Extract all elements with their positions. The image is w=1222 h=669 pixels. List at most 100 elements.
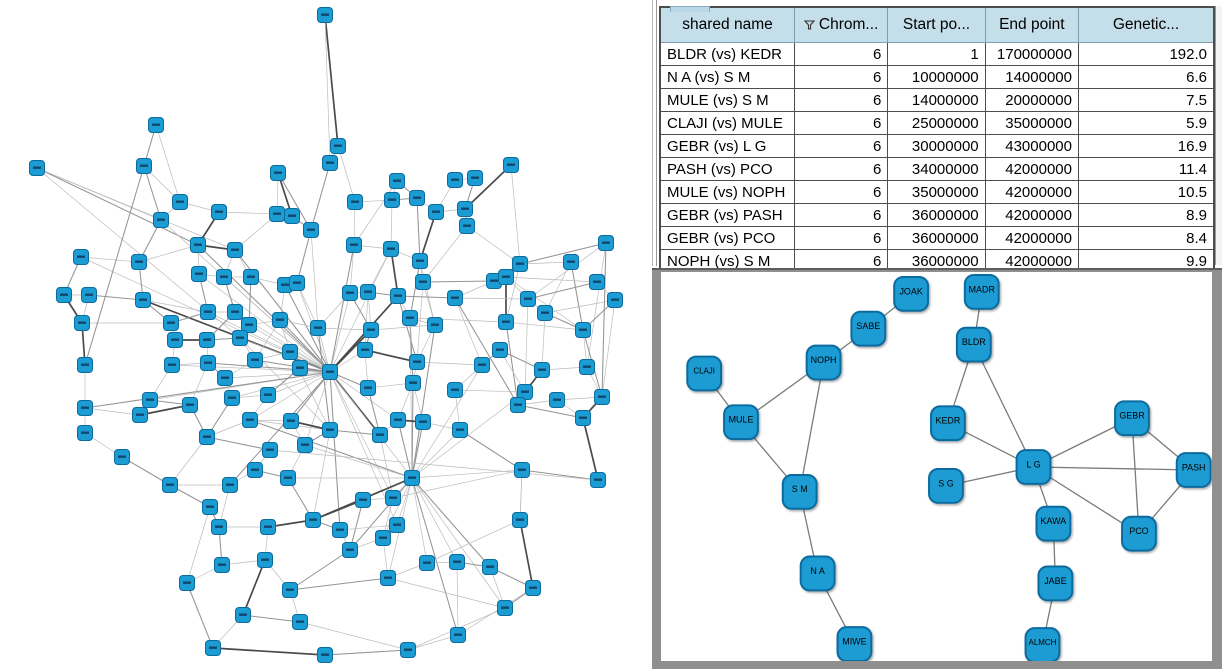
network-node[interactable] — [575, 322, 591, 338]
network-node[interactable] — [305, 512, 321, 528]
network-node[interactable] — [402, 310, 418, 326]
table-cell[interactable]: MULE (vs) S M — [659, 88, 795, 112]
network-node[interactable] — [136, 158, 152, 174]
network-node[interactable] — [497, 600, 513, 616]
network-node[interactable] — [342, 285, 358, 301]
table-cell[interactable]: 36000000 — [887, 203, 986, 227]
network-node[interactable] — [360, 380, 376, 396]
network-node[interactable] — [310, 320, 326, 336]
network-node-claji[interactable]: CLAJI — [686, 355, 723, 392]
table-cell[interactable]: 170000000 — [984, 42, 1079, 66]
network-node[interactable] — [520, 291, 536, 307]
network-node[interactable] — [216, 269, 232, 285]
table-cell[interactable]: PASH (vs) PCO — [659, 157, 795, 181]
network-node[interactable] — [283, 413, 299, 429]
network-node[interactable] — [390, 288, 406, 304]
table-cell[interactable]: MULE (vs) NOPH — [659, 180, 795, 204]
panel-splitter[interactable] — [656, 0, 657, 266]
network-node[interactable] — [162, 477, 178, 493]
network-node[interactable] — [172, 194, 188, 210]
table-cell[interactable]: 42000000 — [984, 226, 1079, 250]
table-cell[interactable]: 6 — [793, 134, 889, 158]
network-node-almch[interactable]: ALMCH — [1024, 627, 1061, 661]
network-node[interactable] — [200, 304, 216, 320]
network-node[interactable] — [322, 422, 338, 438]
network-node[interactable] — [375, 530, 391, 546]
network-node[interactable] — [549, 392, 565, 408]
network-node-sabe[interactable]: SABE — [850, 310, 887, 347]
network-node[interactable] — [77, 425, 93, 441]
table-cell[interactable]: 6.6 — [1077, 65, 1215, 89]
table-cell[interactable]: 5.9 — [1077, 111, 1215, 135]
column-header-3[interactable]: End point — [984, 7, 1079, 43]
network-node[interactable] — [363, 322, 379, 338]
table-cell[interactable]: 6 — [793, 42, 889, 66]
network-node[interactable] — [247, 462, 263, 478]
network-node[interactable] — [503, 157, 519, 173]
network-node[interactable] — [179, 575, 195, 591]
network-node[interactable] — [419, 555, 435, 571]
network-node[interactable] — [474, 357, 490, 373]
network-node-kedr[interactable]: KEDR — [930, 405, 966, 442]
network-node[interactable] — [409, 190, 425, 206]
network-node[interactable] — [182, 397, 198, 413]
network-node-pash[interactable]: PASH — [1175, 452, 1212, 488]
network-node[interactable] — [415, 274, 431, 290]
table-cell[interactable]: 192.0 — [1077, 42, 1215, 66]
table-cell[interactable]: GEBR (vs) PCO — [659, 226, 795, 250]
table-cell[interactable]: 7.5 — [1077, 88, 1215, 112]
table-cell[interactable]: 35000000 — [984, 111, 1079, 135]
table-cell[interactable]: 6 — [793, 157, 889, 181]
network-node[interactable] — [332, 522, 348, 538]
network-node[interactable] — [257, 552, 273, 568]
network-node-miwe[interactable]: MIWE — [836, 626, 873, 661]
network-node[interactable] — [303, 222, 319, 238]
network-node-l-g[interactable]: L G — [1015, 449, 1052, 485]
network-node[interactable] — [247, 352, 263, 368]
network-node-gebr[interactable]: GEBR — [1114, 400, 1150, 437]
network-node[interactable] — [214, 557, 230, 573]
table-cell[interactable]: 36000000 — [887, 226, 986, 250]
network-node[interactable] — [498, 269, 514, 285]
network-node-noph[interactable]: NOPH — [805, 344, 842, 381]
network-node[interactable] — [205, 640, 221, 656]
table-row[interactable]: GEBR (vs) PCO 6 36000000 42000000 8.4 — [659, 226, 1215, 250]
network-node[interactable] — [260, 387, 276, 403]
column-header-4[interactable]: Genetic... — [1077, 7, 1215, 43]
network-node[interactable] — [280, 470, 296, 486]
network-node[interactable] — [346, 237, 362, 253]
network-node[interactable] — [114, 449, 130, 465]
table-cell[interactable]: 6 — [793, 203, 889, 227]
network-node[interactable] — [428, 204, 444, 220]
network-node[interactable] — [29, 160, 45, 176]
network-edge[interactable] — [799, 362, 825, 492]
network-node[interactable] — [482, 559, 498, 575]
network-node[interactable] — [514, 462, 530, 478]
overview-network-canvas[interactable] — [0, 0, 652, 669]
network-node[interactable] — [132, 407, 148, 423]
network-node[interactable] — [200, 355, 216, 371]
network-node[interactable] — [131, 254, 147, 270]
network-node[interactable] — [217, 370, 233, 386]
table-cell[interactable]: 35000000 — [887, 180, 986, 204]
network-node-madr[interactable]: MADR — [963, 273, 1000, 310]
network-node[interactable] — [590, 472, 606, 488]
table-cell[interactable]: GEBR (vs) L G — [659, 134, 795, 158]
network-node[interactable] — [224, 390, 240, 406]
network-node[interactable] — [579, 359, 595, 375]
table-cell[interactable]: 14000000 — [984, 65, 1079, 89]
network-node[interactable] — [297, 437, 313, 453]
network-node[interactable] — [81, 287, 97, 303]
network-node[interactable] — [427, 317, 443, 333]
network-node[interactable] — [317, 7, 333, 23]
table-cell[interactable]: N A (vs) S M — [659, 65, 795, 89]
table-cell[interactable]: 14000000 — [887, 88, 986, 112]
network-node[interactable] — [260, 519, 276, 535]
network-node[interactable] — [459, 218, 475, 234]
network-node[interactable] — [534, 362, 550, 378]
network-node[interactable] — [512, 512, 528, 528]
network-node[interactable] — [383, 241, 399, 257]
table-cell[interactable]: 6 — [793, 88, 889, 112]
network-node-n-a[interactable]: N A — [799, 555, 836, 592]
table-row[interactable]: N A (vs) S M 6 10000000 14000000 6.6 — [659, 65, 1215, 89]
